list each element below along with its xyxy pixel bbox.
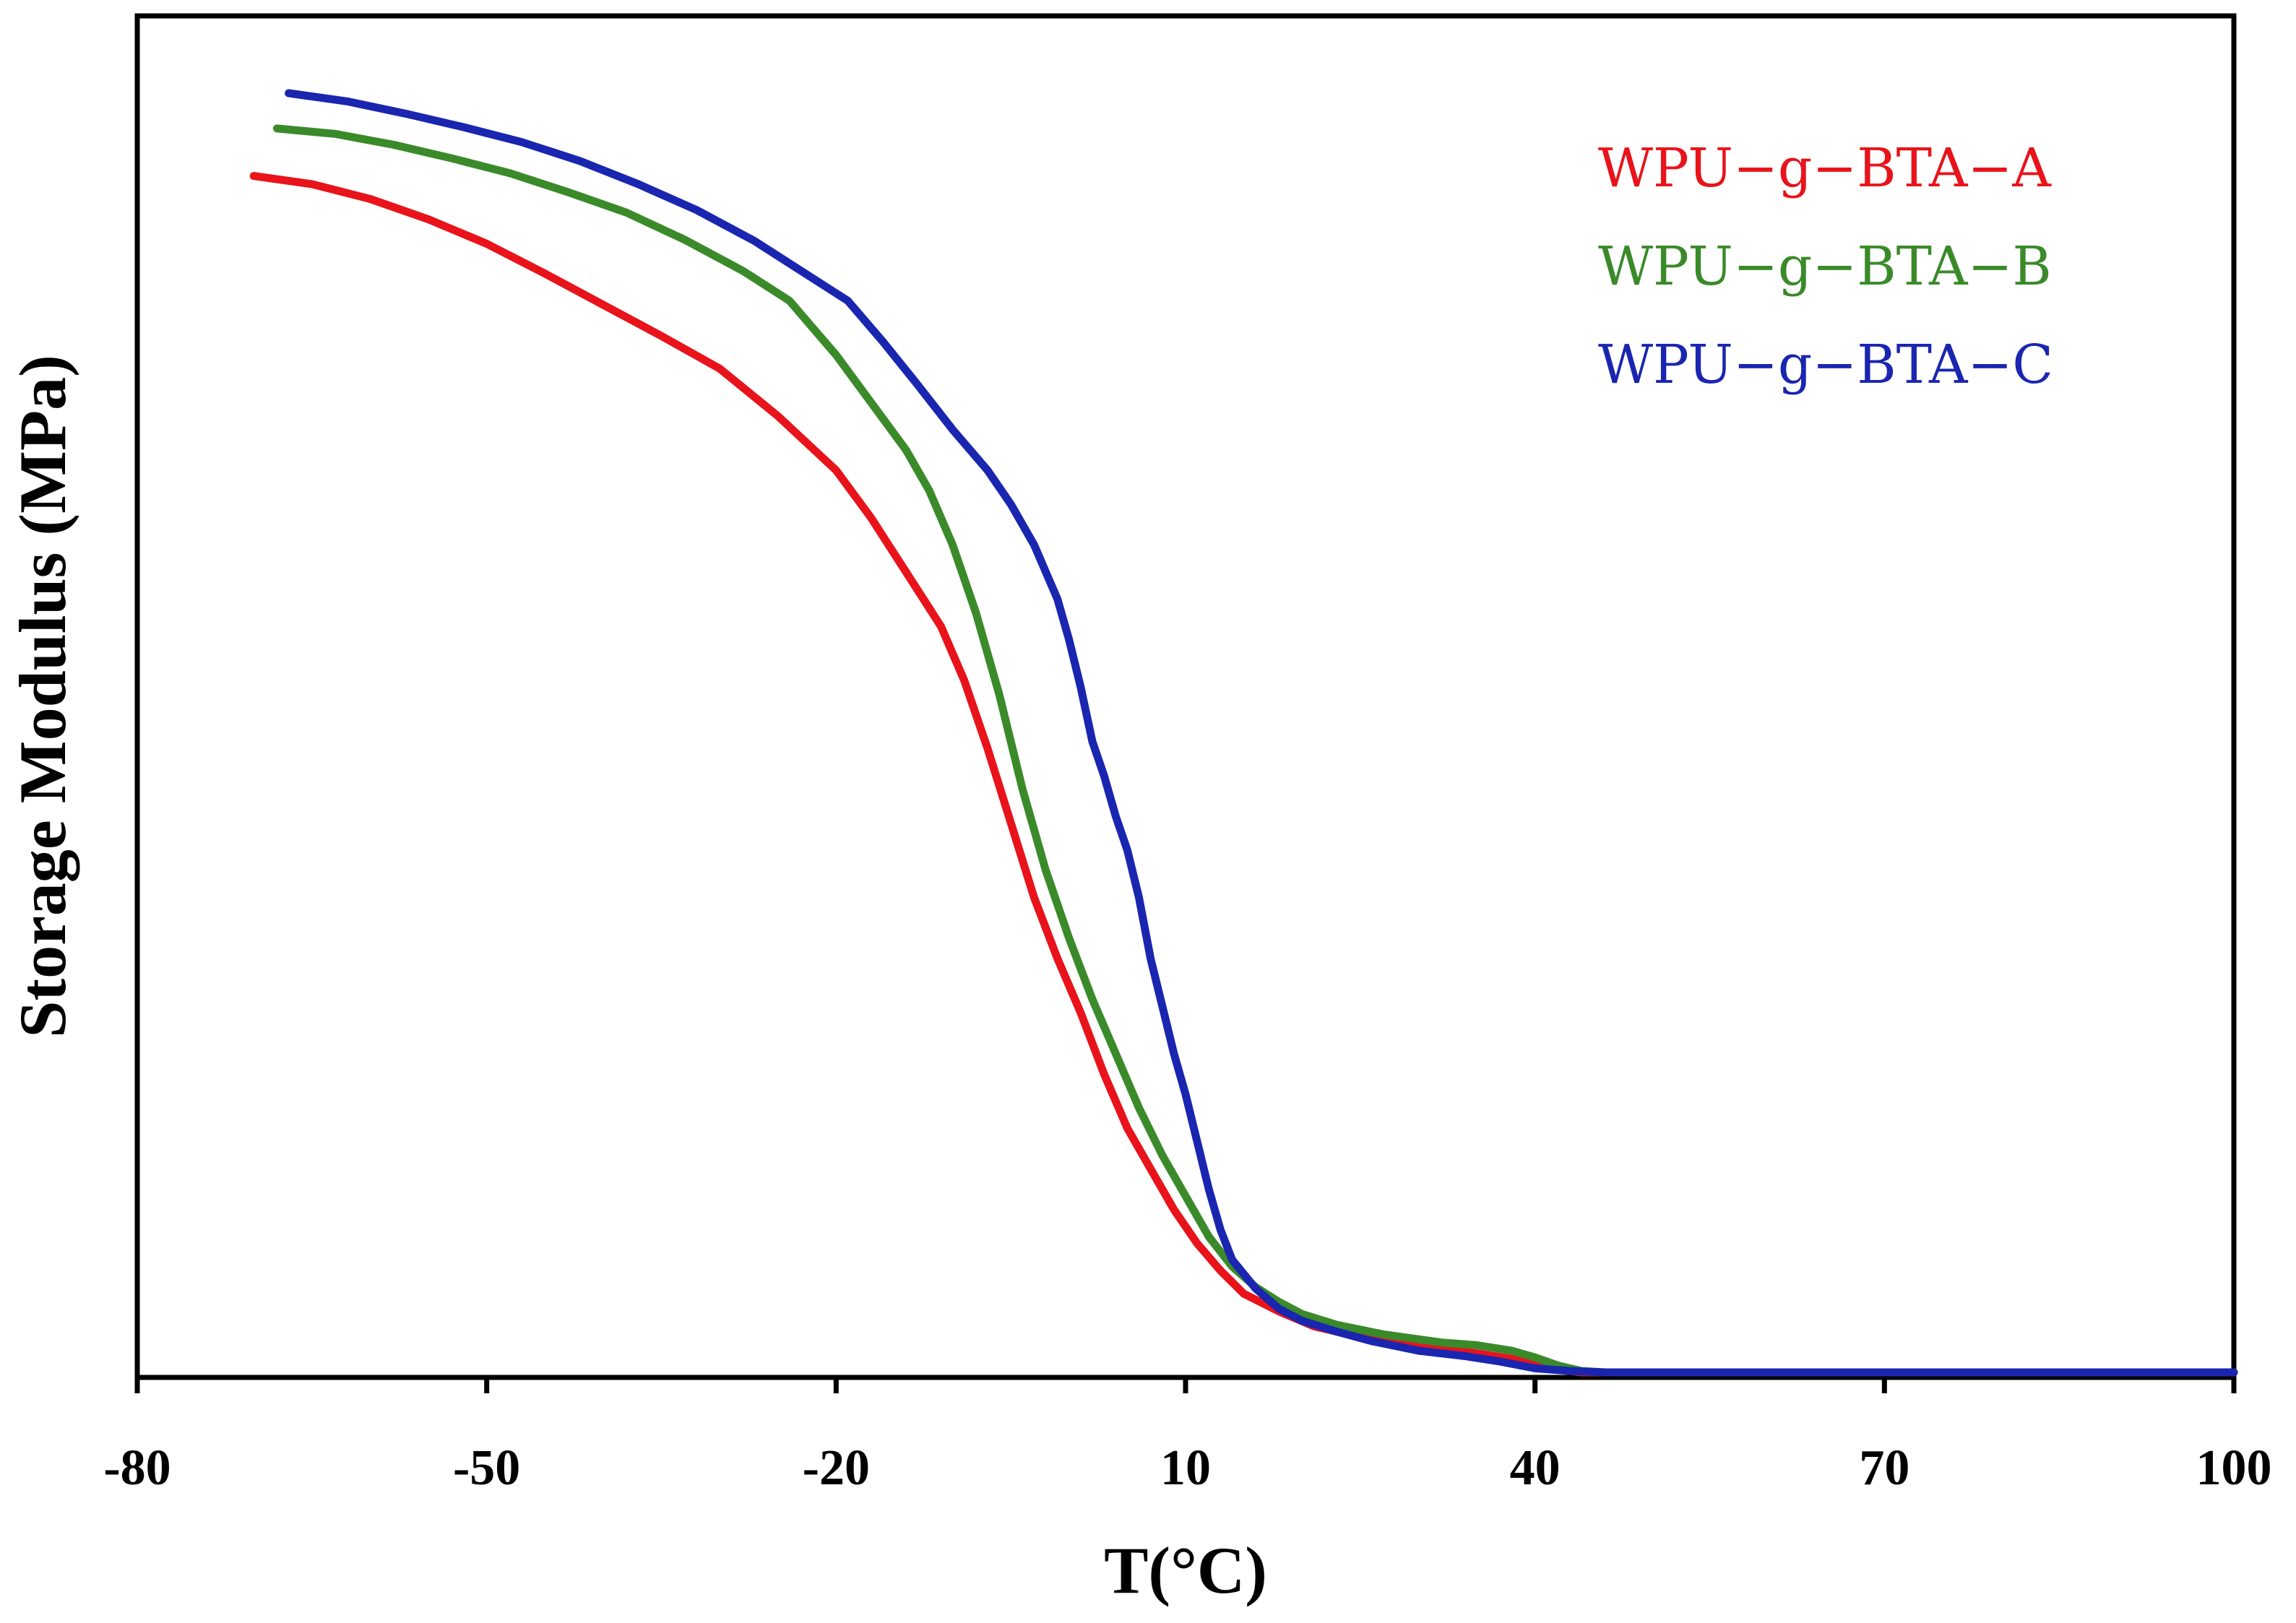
plot-frame	[134, 13, 2237, 1380]
series-line-b	[273, 124, 2238, 1377]
x-tick-label: 40	[1510, 1440, 1561, 1496]
x-tick-label: -50	[453, 1440, 520, 1496]
legend-entry: WPU−g−BTA−C	[1598, 334, 2053, 396]
x-tick-label: 10	[1160, 1440, 1211, 1496]
series-line-a	[249, 172, 2238, 1377]
legend-entry: WPU−g−BTA−B	[1598, 235, 2052, 298]
x-tick-label: -80	[103, 1440, 171, 1496]
y-axis-title: Storage Modulus (MPa)	[6, 355, 79, 1037]
x-tick-label: 70	[1859, 1440, 1909, 1496]
series-line-c	[285, 89, 2238, 1377]
series-lines	[249, 89, 2238, 1377]
x-tick-label: 100	[2196, 1440, 2272, 1496]
x-axis-title: T(°C)	[1104, 1533, 1267, 1607]
legend: WPU−g−BTA−A WPU−g−BTA−B WPU−g−BTA−C	[1598, 137, 2053, 396]
legend-entry: WPU−g−BTA−A	[1598, 137, 2052, 199]
x-tick-label: -20	[803, 1440, 870, 1496]
x-axis-ticks: -80 -50 -20 10 40 70 100	[103, 1377, 2272, 1496]
